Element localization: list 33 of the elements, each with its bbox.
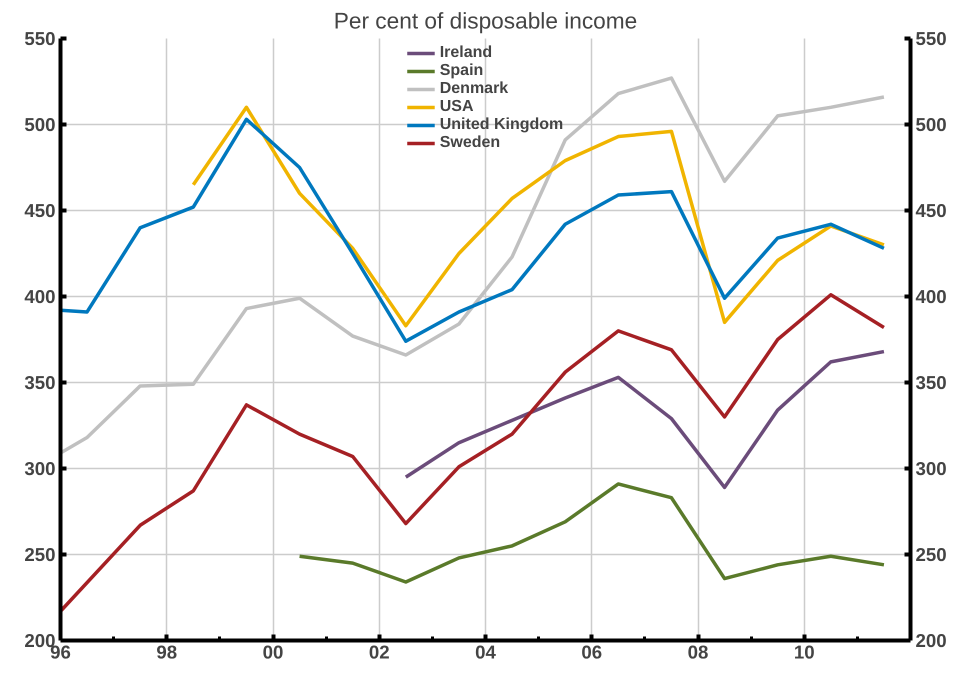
y2-tick-label: 300 xyxy=(916,458,947,479)
legend-label: Denmark xyxy=(440,80,508,98)
y2-tick-label: 450 xyxy=(916,200,947,221)
line-series xyxy=(60,118,886,343)
line-series xyxy=(404,350,886,490)
line-series xyxy=(60,293,886,614)
x-tick-label: 04 xyxy=(475,642,496,662)
y-tick-label: 300 xyxy=(24,458,56,479)
y2-tick-label: 200 xyxy=(916,630,947,651)
x-tick-label: 06 xyxy=(581,642,602,662)
y2-tick-label: 500 xyxy=(916,114,947,135)
legend-label: United Kingdom xyxy=(440,116,564,134)
x-tick-label: 08 xyxy=(688,642,708,662)
y-tick-label: 450 xyxy=(24,200,56,221)
legend-label: Spain xyxy=(440,62,484,80)
y-tick-label: 250 xyxy=(24,544,56,565)
legend-label: Sweden xyxy=(440,134,500,152)
x-tick-label: 10 xyxy=(794,642,815,662)
y-tick-label: 400 xyxy=(24,286,56,307)
y2-tick-label: 350 xyxy=(916,372,947,393)
chart-title: Per cent of disposable income xyxy=(334,8,638,34)
x-tick-label: 00 xyxy=(262,642,284,662)
legend-label: USA xyxy=(440,98,474,116)
y2-tick-label: 400 xyxy=(916,286,947,307)
x-tick-label: 98 xyxy=(156,642,178,662)
y-tick-label: 350 xyxy=(24,372,56,393)
line-series xyxy=(298,482,886,584)
y-tick-label: 500 xyxy=(24,114,56,135)
y2-tick-label: 250 xyxy=(916,544,947,565)
legend-label: Ireland xyxy=(440,44,492,62)
y-tick-label: 550 xyxy=(24,28,56,49)
y2-tick-label: 550 xyxy=(916,28,947,49)
x-tick-label: 02 xyxy=(368,642,390,662)
